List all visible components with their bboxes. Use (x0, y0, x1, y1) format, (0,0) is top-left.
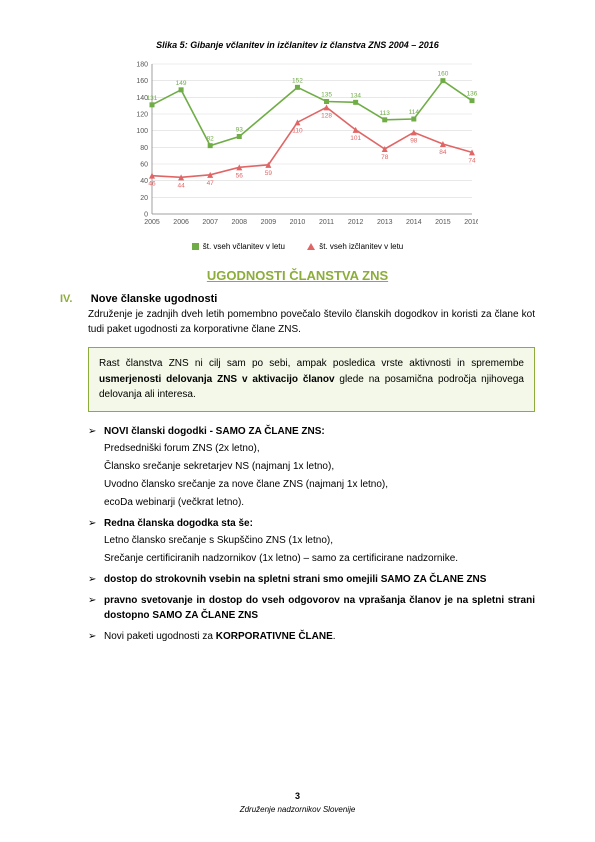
svg-text:47: 47 (206, 180, 214, 187)
svg-text:136: 136 (466, 91, 477, 98)
page-number: 3 (0, 791, 595, 801)
svg-text:110: 110 (292, 127, 303, 134)
svg-text:44: 44 (177, 182, 185, 189)
svg-text:2009: 2009 (260, 219, 276, 226)
svg-text:2005: 2005 (144, 219, 160, 226)
chart-container: 0204060801001201401601802005200620072008… (118, 58, 478, 252)
bullet-subline: Predsedniški forum ZNS (2x letno), (104, 441, 535, 456)
svg-text:160: 160 (136, 78, 148, 85)
bullet-list: NOVI članski dogodki - SAMO ZA ČLANE ZNS… (88, 424, 535, 644)
roman-numeral: IV. (60, 293, 88, 305)
svg-text:134: 134 (350, 92, 361, 99)
svg-text:2011: 2011 (319, 219, 334, 226)
svg-text:78: 78 (381, 154, 389, 161)
svg-text:82: 82 (206, 136, 214, 143)
svg-text:114: 114 (408, 109, 419, 116)
svg-text:93: 93 (235, 127, 243, 134)
chart-legend: št. vseh včlanitev v letu št. vseh izčla… (118, 242, 478, 252)
svg-text:2012: 2012 (347, 219, 363, 226)
bullet-sublines: Predsedniški forum ZNS (2x letno), Člansk… (104, 441, 535, 510)
callout-box: Rast članstva ZNS ni cilj sam po sebi, a… (88, 347, 535, 412)
bullet-text-bold: KORPORATIVNE ČLANE (216, 631, 333, 642)
bullet-head: Redna članska dogodka sta še: (104, 518, 253, 529)
svg-text:80: 80 (140, 145, 148, 152)
bullet-subline: Člansko srečanje sekretarjev NS (najmanj… (104, 459, 535, 474)
callout-text-1: Rast članstva ZNS ni cilj sam po sebi, a… (99, 358, 524, 369)
svg-text:2007: 2007 (202, 219, 218, 226)
svg-text:2008: 2008 (231, 219, 247, 226)
svg-text:180: 180 (136, 62, 148, 69)
svg-text:46: 46 (148, 181, 156, 188)
svg-text:2014: 2014 (406, 219, 422, 226)
section-title: UGODNOSTI ČLANSTVA ZNS (60, 268, 535, 283)
svg-text:135: 135 (321, 92, 332, 99)
bullet-subline: Letno člansko srečanje s Skupščino ZNS (… (104, 533, 535, 548)
svg-text:98: 98 (410, 137, 418, 144)
bullet-head: NOVI članski dogodki - SAMO ZA ČLANE ZNS… (104, 426, 325, 437)
legend-item-vclanitev: št. vseh včlanitev v letu (192, 242, 285, 251)
svg-text:74: 74 (468, 157, 476, 164)
intro-paragraph: Združenje je zadnjih dveh letih pomembno… (88, 307, 535, 337)
svg-text:2015: 2015 (435, 219, 451, 226)
footer-org: Združenje nadzornikov Slovenije (0, 805, 595, 814)
bullet-text: pravno svetovanje in dostop do vseh odgo… (104, 595, 535, 621)
svg-text:2010: 2010 (289, 219, 305, 226)
svg-text:20: 20 (140, 195, 148, 202)
subsection-heading: Nove članske ugodnosti (91, 293, 218, 305)
svg-text:160: 160 (437, 71, 448, 78)
bullet-subline: ecoDa webinarji (večkrat letno). (104, 495, 535, 510)
bullet-text-pre: Novi paketi ugodnosti za (104, 631, 216, 642)
svg-text:2006: 2006 (173, 219, 189, 226)
svg-text:101: 101 (350, 135, 361, 142)
callout-text-bold: usmerjenosti delovanja ZNS v aktivacijo … (99, 374, 335, 385)
svg-text:120: 120 (136, 112, 148, 119)
svg-text:152: 152 (292, 77, 303, 84)
svg-text:0: 0 (144, 212, 148, 219)
svg-text:149: 149 (175, 80, 186, 87)
square-icon (192, 243, 199, 250)
triangle-icon (307, 243, 315, 250)
svg-text:2013: 2013 (376, 219, 392, 226)
bullet-subline: Uvodno člansko srečanje za nove člane ZN… (104, 477, 535, 492)
svg-text:131: 131 (146, 95, 157, 102)
legend-label-2: št. vseh izčlanitev v letu (319, 242, 403, 251)
bullet-text-post: . (333, 631, 336, 642)
line-chart: 0204060801001201401601802005200620072008… (118, 58, 478, 238)
legend-item-izclanitev: št. vseh izčlanitev v letu (307, 242, 403, 251)
svg-text:59: 59 (264, 170, 272, 177)
svg-text:40: 40 (140, 178, 148, 185)
svg-text:60: 60 (140, 162, 148, 169)
subsection-row: IV. Nove članske ugodnosti (60, 293, 535, 305)
bullet-item: NOVI članski dogodki - SAMO ZA ČLANE ZNS… (88, 424, 535, 510)
page-footer: 3 Združenje nadzornikov Slovenije (0, 791, 595, 814)
bullet-item: pravno svetovanje in dostop do vseh odgo… (88, 593, 535, 623)
bullet-subline: Srečanje certificiranih nadzornikov (1x … (104, 551, 535, 566)
bullet-item: dostop do strokovnih vsebin na spletni s… (88, 572, 535, 587)
chart-caption: Slika 5: Gibanje včlanitev in izčlanitev… (60, 40, 535, 50)
svg-text:56: 56 (235, 172, 243, 179)
legend-label-1: št. vseh včlanitev v letu (203, 242, 285, 251)
bullet-sublines: Letno člansko srečanje s Skupščino ZNS (… (104, 533, 535, 566)
svg-text:128: 128 (321, 112, 332, 119)
bullet-item: Novi paketi ugodnosti za KORPORATIVNE ČL… (88, 629, 535, 644)
svg-text:113: 113 (379, 110, 390, 117)
svg-text:2016: 2016 (464, 219, 478, 226)
svg-text:84: 84 (439, 149, 447, 156)
bullet-text: dostop do strokovnih vsebin na spletni s… (104, 574, 486, 585)
bullet-item: Redna članska dogodka sta še: Letno člans… (88, 516, 535, 566)
svg-text:100: 100 (136, 128, 148, 135)
